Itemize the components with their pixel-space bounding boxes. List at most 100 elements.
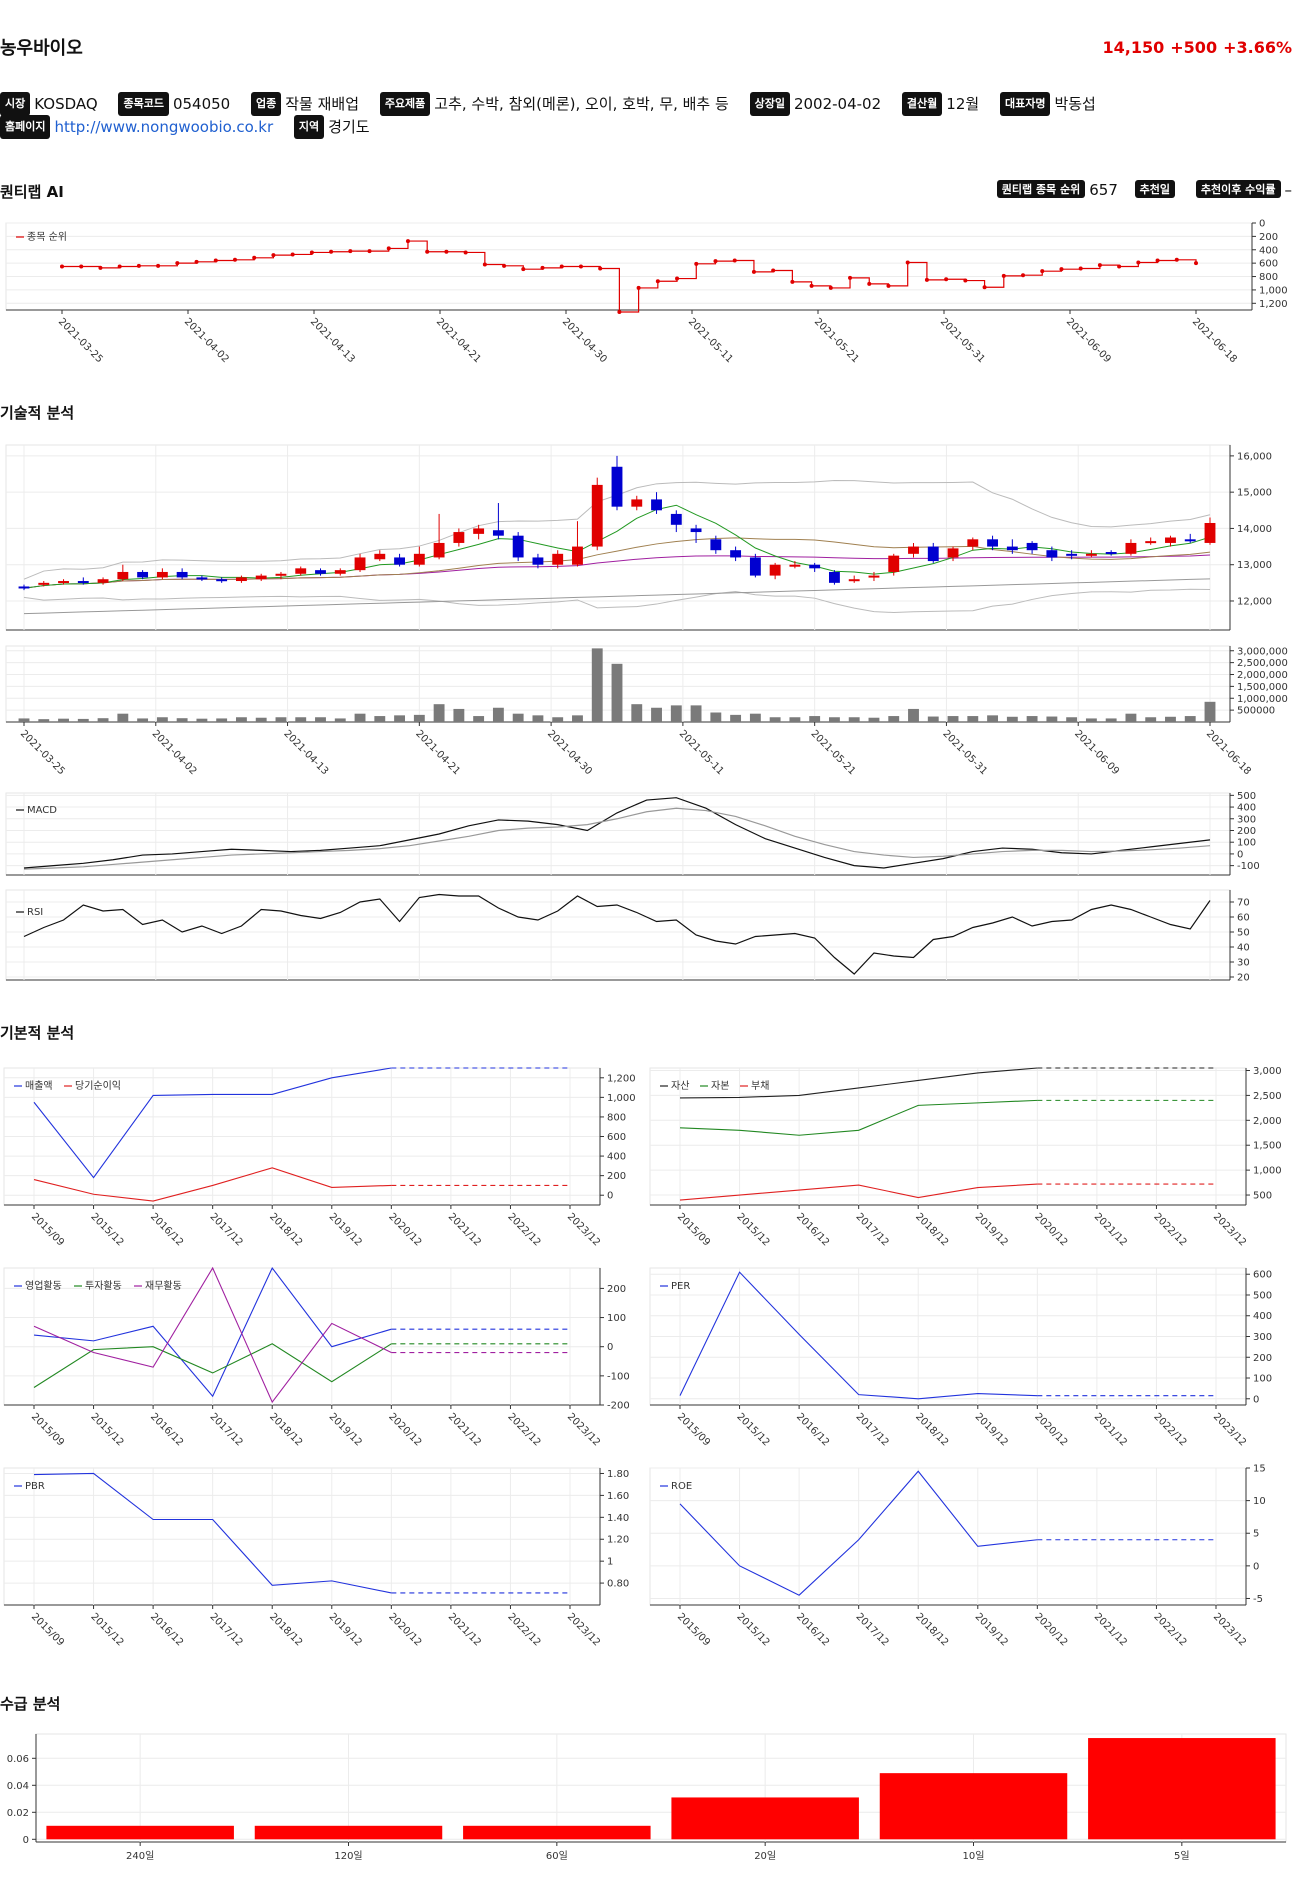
volume-bar [77, 718, 89, 722]
rank-point [694, 261, 699, 266]
volume-bar [828, 717, 840, 722]
y-tick-label: 200 [607, 1284, 626, 1295]
y-tick-label: 1.60 [607, 1491, 629, 1502]
candle-body [927, 546, 939, 562]
rank-point [713, 259, 718, 264]
x-tick-label: 2018/12 [913, 1211, 950, 1248]
y-tick-label: 800 [1259, 272, 1278, 283]
rank-point [521, 267, 526, 272]
rank-point [598, 266, 603, 271]
rank-point [425, 249, 430, 254]
x-tick-label: 2021-06-18 [1190, 316, 1239, 365]
candle-body [651, 499, 662, 511]
x-tick-label: 2018/12 [913, 1611, 950, 1648]
candle-body [216, 579, 228, 582]
y-tick-label: 600 [607, 1132, 626, 1143]
x-tick-label: 2021-04-13 [308, 316, 357, 365]
volume-bar [433, 704, 445, 722]
volume-bar [572, 715, 583, 722]
x-tick-label: 2023/12 [565, 1411, 602, 1448]
x-tick-label: 2021/12 [446, 1611, 483, 1648]
region-badge: 지역 [293, 115, 325, 139]
volume-bar [38, 719, 50, 722]
legend-label: MACD [27, 805, 57, 816]
rank-point [963, 278, 968, 283]
y-tick-label: -100 [1237, 861, 1260, 872]
series-line [679, 1099, 1038, 1136]
y-tick-label: 1.20 [607, 1535, 629, 1546]
rank-point [156, 263, 161, 268]
candle-body [137, 571, 149, 578]
rank-point [886, 283, 891, 288]
x-tick-label: 2021-03-25 [56, 316, 105, 365]
y-tick-label: 0 [1237, 849, 1243, 860]
per-chart: 0 100 200 300 400 500 600 2015/09 2015/12 2016/12… [649, 1267, 1272, 1448]
y-tick-label: 15 [1253, 1464, 1266, 1475]
rank-point [1117, 264, 1122, 269]
section-technical: 기술적 분석 [0, 404, 75, 422]
volume-bar [97, 718, 109, 722]
candle-body [1026, 542, 1038, 551]
volume-bar [967, 716, 979, 722]
y-tick-label: 1,500,000 [1237, 682, 1288, 693]
x-tick-label: 2021-04-13 [281, 728, 330, 777]
volume-bar [315, 717, 326, 722]
current-price: 14,150 [1102, 38, 1165, 57]
y-tick-label: 0.80 [607, 1579, 629, 1590]
candle-body [591, 484, 603, 547]
y-tick-label: 0 [607, 1342, 613, 1353]
y-tick-label: 15,000 [1237, 488, 1272, 499]
volume-bar [710, 712, 722, 722]
homepage-link[interactable]: http://www.nongwoobio.co.kr [54, 118, 274, 136]
quant-summary: 퀀티랩 종목 순위 657 추천일 추천이후 수익률 – [996, 180, 1292, 199]
volume-bar [532, 715, 544, 722]
legend-label: 자산 [671, 1080, 689, 1092]
x-tick-label: 2017/12 [208, 1211, 245, 1248]
x-tick-label: 2023/12 [1211, 1411, 1248, 1448]
y-tick-label: 50 [1237, 928, 1250, 939]
pbr-chart: 0.80 1 1.20 1.40 1.60 1.80 2015/09 2015/12 2016/… [3, 1467, 629, 1648]
x-tick-label: 2015/09 [675, 1211, 712, 1248]
candle-body [572, 546, 583, 565]
rank-point [136, 263, 141, 268]
rsi-chart: 20 30 40 50 60 70 RSI [5, 889, 1250, 984]
section-fundamental: 기본적 분석 [0, 1024, 75, 1042]
x-tick-label: 2020/12 [386, 1211, 423, 1248]
sector-value: 작물 재배업 [285, 95, 360, 113]
fiscal-badge: 결산월 [901, 92, 943, 116]
y-tick-label: 600 [1253, 1270, 1272, 1281]
y-tick-label: 70 [1237, 898, 1250, 909]
rank-point [463, 250, 468, 255]
market-badge: 시장 [0, 92, 31, 116]
candle-body [611, 466, 623, 507]
candle-body [552, 553, 564, 565]
candle-body [295, 568, 307, 574]
legend-label: ROE [671, 1481, 692, 1492]
candle-body [413, 553, 425, 565]
candle-body [1085, 553, 1097, 556]
candle-body [235, 577, 247, 582]
rank-point [751, 269, 756, 274]
x-tick-label: 2015/09 [675, 1611, 712, 1648]
y-tick-label: 500000 [1237, 706, 1275, 717]
x-tick-label: 2022/12 [505, 1211, 542, 1248]
x-tick-label: 2021/12 [446, 1211, 483, 1248]
stock-name: 농우바이오 [0, 38, 83, 59]
legend-label: 부채 [751, 1080, 769, 1092]
volume-bar [492, 707, 504, 722]
sector-badge: 업종 [251, 92, 282, 116]
volume-bar [908, 708, 919, 722]
volume-bar [413, 714, 425, 722]
y-tick-label: 0.06 [7, 1754, 29, 1765]
candle-body [1046, 550, 1058, 558]
plot-area [35, 1733, 1287, 1843]
x-tick-label: 2021-04-02 [150, 728, 199, 777]
volume-bar [848, 717, 860, 722]
rank-point [60, 264, 64, 269]
legend-label: 투자활동 [85, 1279, 122, 1292]
y-tick-label: 1 [607, 1557, 613, 1568]
volume-bar [1066, 717, 1078, 722]
candle-body [1066, 553, 1078, 556]
x-tick-label: 2019/12 [327, 1411, 364, 1448]
